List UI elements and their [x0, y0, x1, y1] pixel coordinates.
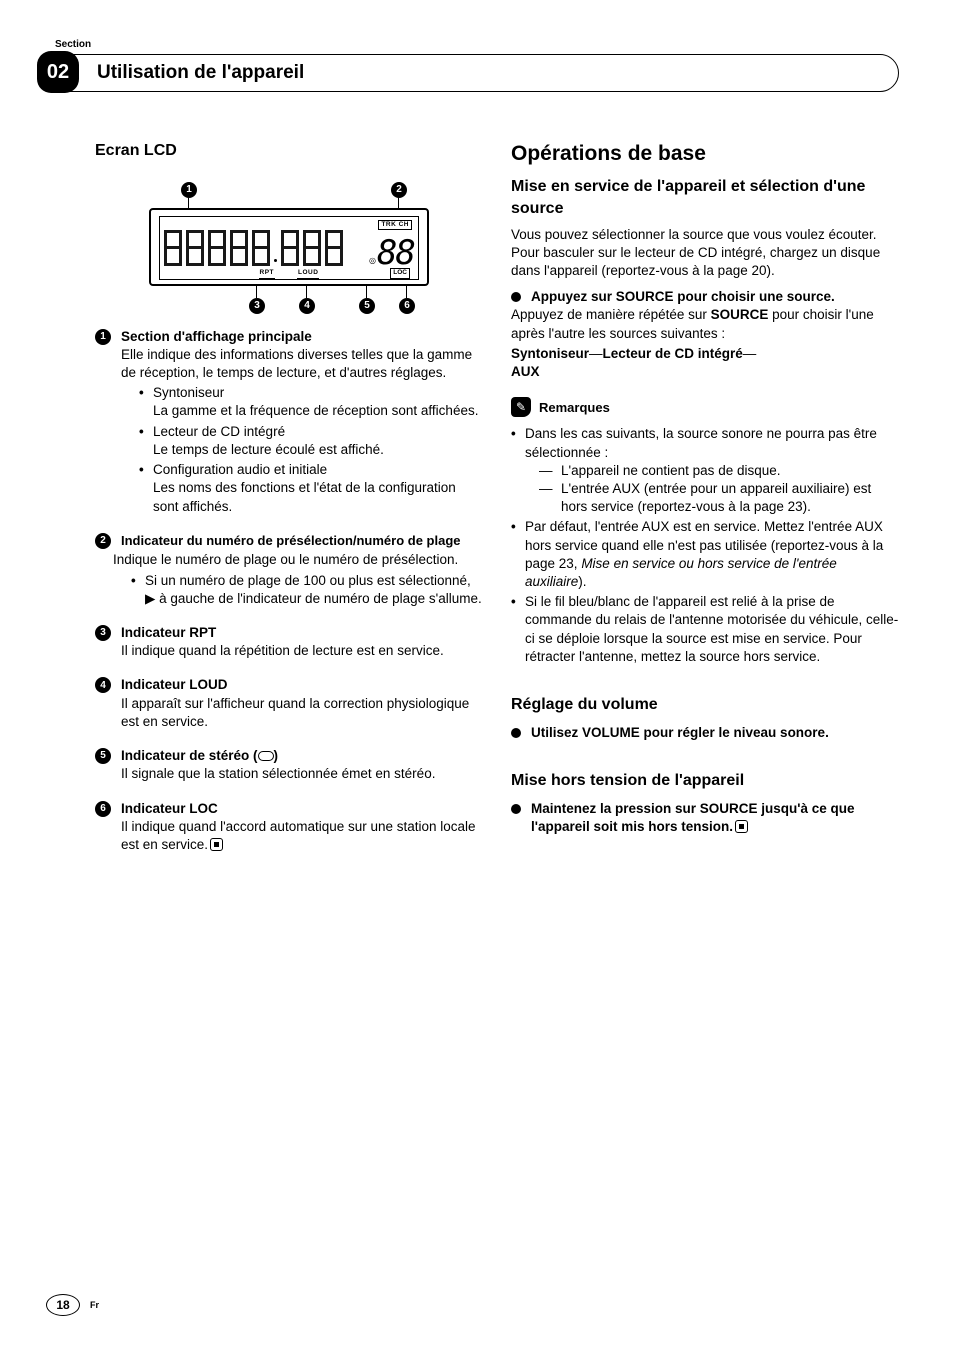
sec2-heading: Réglage du volume: [511, 694, 899, 716]
item-1-badge: 1: [95, 329, 111, 345]
item-4-badge: 4: [95, 677, 111, 693]
sec1-heading: Mise en service de l'appareil et sélecti…: [511, 176, 899, 219]
header-bar: 02 Utilisation de l'appareil: [38, 54, 899, 92]
item-1: 1 Section d'affichage principale Elle in…: [95, 328, 483, 518]
callout-6: 6: [399, 298, 415, 314]
cd-icon: ◎: [369, 256, 376, 267]
section-title: Utilisation de l'appareil: [97, 60, 304, 86]
item-3-badge: 3: [95, 625, 111, 641]
item-6: 6 Indicateur LOC Il indique quand l'acco…: [95, 800, 483, 857]
callout-1: 1: [181, 182, 197, 198]
remark-1-dash-2: L'entrée AUX (entrée pour un appareil au…: [539, 480, 899, 516]
item-1-sub-3: Configuration audio et initialeLes noms …: [139, 461, 483, 516]
item-1-sub-2: Lecteur de CD intégréLe temps de lecture…: [139, 423, 483, 459]
item-3-title: Indicateur RPT: [121, 625, 216, 640]
item-2-badge: 2: [95, 533, 111, 549]
left-column: Ecran LCD 1 2: [95, 130, 483, 1252]
remarks-header: ✎ Remarques: [511, 397, 899, 417]
remark-2: Par défaut, l'entrée AUX est en service.…: [511, 518, 899, 591]
item-4: 4 Indicateur LOUD Il apparaît sur l'affi…: [95, 676, 483, 733]
remark-3: Si le fil bleu/blanc de l'appareil est r…: [511, 593, 899, 666]
item-6-title: Indicateur LOC: [121, 801, 218, 816]
item-1-title: Section d'affichage principale: [121, 329, 312, 344]
rpt-label: RPT: [259, 269, 276, 279]
action-1: Appuyez sur SOURCE pour choisir une sour…: [511, 288, 899, 306]
item-5: 5 Indicateur de stéréo () Il signale que…: [95, 747, 483, 785]
section-number-badge: 02: [37, 51, 79, 93]
source-chain: Syntoniseur—Lecteur de CD intégré—AUX: [511, 345, 899, 381]
item-2: 2 Indicateur du numéro de présélection/n…: [95, 532, 483, 610]
item-2-sub-1: Si un numéro de plage de 100 ou plus est…: [131, 572, 483, 608]
lcd-heading: Ecran LCD: [95, 140, 483, 162]
item-4-body: Il apparaît sur l'afficheur quand la cor…: [121, 695, 483, 731]
item-2-title: Indicateur du numéro de présélection/num…: [121, 532, 461, 550]
remark-1: Dans les cas suivants, la source sonore …: [511, 425, 899, 516]
page-number: 18: [46, 1294, 80, 1316]
item-5-title: Indicateur de stéréo (): [121, 748, 278, 763]
notes-icon: ✎: [511, 397, 531, 417]
loud-label: LOUD: [297, 269, 319, 279]
lcd-panel: TRK CH 88 ◎ RPT LOUD LOC: [149, 208, 429, 286]
language-code: Fr: [90, 1299, 99, 1311]
action-1-follow: Appuyez de manière répétée sur SOURCE po…: [511, 306, 899, 342]
remarks-title: Remarques: [539, 399, 610, 417]
action-2: Utilisez VOLUME pour régler le niveau so…: [511, 724, 899, 742]
sec3-heading: Mise hors tension de l'appareil: [511, 770, 899, 792]
item-3: 3 Indicateur RPT Il indique quand la rép…: [95, 624, 483, 662]
callout-4: 4: [299, 298, 315, 314]
callout-2: 2: [391, 182, 407, 198]
item-6-badge: 6: [95, 801, 111, 817]
remark-1-dash-1: L'appareil ne contient pas de disque.: [539, 462, 899, 480]
item-6-body: Il indique quand l'accord automatique su…: [121, 818, 483, 854]
item-1-sub-1: SyntoniseurLa gamme et la fréquence de r…: [139, 384, 483, 420]
end-marker-icon: [735, 820, 748, 833]
item-5-body: Il signale que la station sélectionnée é…: [121, 765, 483, 783]
main-heading: Opérations de base: [511, 140, 899, 168]
item-2-body: Indique le numéro de plage ou le numéro …: [113, 551, 483, 569]
callout-3: 3: [249, 298, 265, 314]
trkch-label: TRK CH: [378, 220, 412, 231]
loc-label: LOC: [390, 268, 410, 279]
lcd-bottom-labels: RPT LOUD: [160, 269, 418, 279]
item-1-body: Elle indique des informations diverses t…: [121, 346, 483, 382]
sec1-body: Vous pouvez sélectionner la source que v…: [511, 226, 899, 281]
item-3-body: Il indique quand la répétition de lectur…: [121, 642, 483, 660]
item-5-badge: 5: [95, 748, 111, 764]
end-marker-icon: [210, 838, 223, 851]
callout-5: 5: [359, 298, 375, 314]
stereo-icon: [258, 751, 274, 761]
action-3: Maintenez la pression sur SOURCE jusqu'à…: [511, 800, 899, 836]
item-4-title: Indicateur LOUD: [121, 677, 228, 692]
lcd-figure: 1 2 TRK CH: [149, 182, 429, 314]
right-column: Opérations de base Mise en service de l'…: [511, 130, 899, 1252]
page-footer: 18 Fr: [46, 1294, 99, 1316]
section-label: Section: [55, 38, 91, 52]
